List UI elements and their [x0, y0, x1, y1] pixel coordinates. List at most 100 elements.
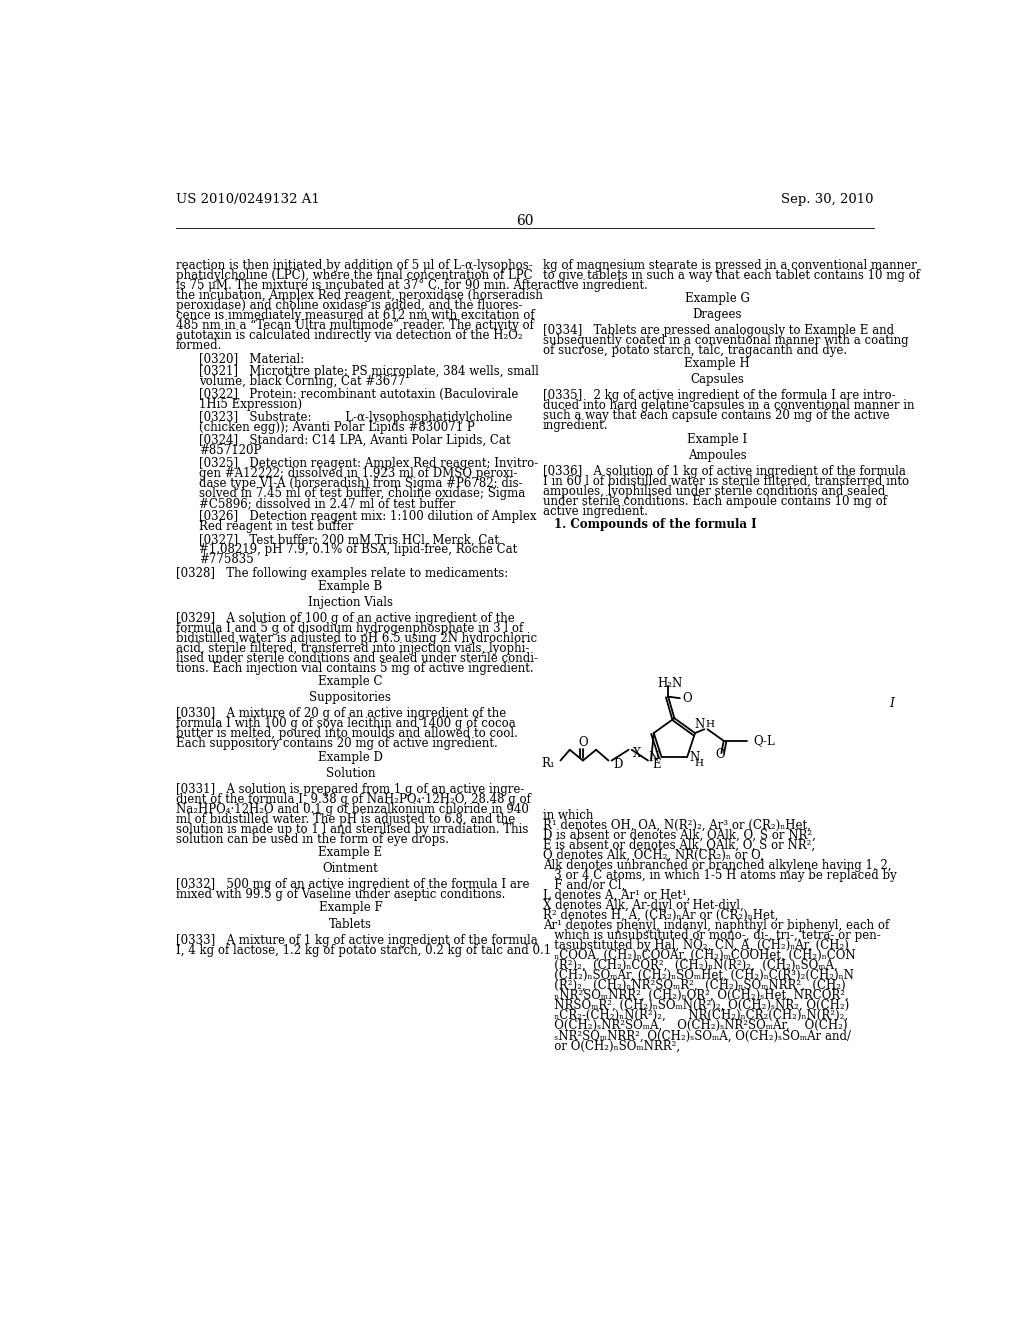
Text: gen #A12222; dissolved in 1.923 ml of DMSO peroxi-: gen #A12222; dissolved in 1.923 ml of DM… — [200, 467, 518, 480]
Text: Dragees: Dragees — [692, 308, 741, 321]
Text: [0329]   A solution of 100 g of an active ingredient of the: [0329] A solution of 100 g of an active … — [176, 612, 515, 624]
Text: [0327]   Test buffer: 200 mM Tris HCl, Merck, Cat: [0327] Test buffer: 200 mM Tris HCl, Mer… — [200, 533, 500, 546]
Text: ₙNR²SOₘNRR², (CH₂)ₙOR², O(CH₂)ₛHet, NRCOR²,: ₙNR²SOₘNRR², (CH₂)ₙOR², O(CH₂)ₛHet, NRCO… — [543, 989, 848, 1002]
Text: Capsules: Capsules — [690, 374, 744, 387]
Text: phatidylcholine (LPC), where the final concentration of LPC: phatidylcholine (LPC), where the final c… — [176, 268, 532, 281]
Text: I, 4 kg of lactose, 1.2 kg of potato starch, 0.2 kg of talc and 0.1: I, 4 kg of lactose, 1.2 kg of potato sta… — [176, 944, 551, 957]
Text: 1Hi5 Expression): 1Hi5 Expression) — [200, 397, 302, 411]
Text: tions. Each injection vial contains 5 mg of active ingredient.: tions. Each injection vial contains 5 mg… — [176, 663, 534, 675]
Text: N: N — [689, 751, 699, 764]
Text: formed.: formed. — [176, 339, 222, 351]
Text: Red reagent in test buffer: Red reagent in test buffer — [200, 520, 353, 533]
Text: I: I — [889, 697, 894, 710]
Text: F and/or Cl,: F and/or Cl, — [543, 879, 625, 892]
Text: the incubation, Amplex Red reagent, peroxidase (horseradish: the incubation, Amplex Red reagent, pero… — [176, 289, 543, 301]
Text: [0324]   Standard: C14 LPA, Avanti Polar Lipids, Cat: [0324] Standard: C14 LPA, Avanti Polar L… — [200, 434, 511, 447]
Text: US 2010/0249132 A1: US 2010/0249132 A1 — [176, 193, 319, 206]
Text: bidistilled water is adjusted to pH 6.5 using 2N hydrochloric: bidistilled water is adjusted to pH 6.5 … — [176, 632, 538, 645]
Text: [0326]   Detection reagent mix: 1:100 dilution of Amplex: [0326] Detection reagent mix: 1:100 dilu… — [200, 511, 537, 523]
Text: O(CH₂)ₛNR²SOₘA,    O(CH₂)ₛNR²SOₘAr,    O(CH₂): O(CH₂)ₛNR²SOₘA, O(CH₂)ₛNR²SOₘAr, O(CH₂) — [543, 1019, 847, 1032]
Text: [0332]   500 mg of an active ingredient of the formula I are: [0332] 500 mg of an active ingredient of… — [176, 878, 529, 891]
Text: autotaxin is calculated indirectly via detection of the H₂O₂: autotaxin is calculated indirectly via d… — [176, 329, 522, 342]
Text: H: H — [695, 759, 703, 768]
Text: to give tablets in such a way that each tablet contains 10 mg of: to give tablets in such a way that each … — [543, 268, 920, 281]
Text: X denotes Alk, Ar-diyl or Het-diyl,: X denotes Alk, Ar-diyl or Het-diyl, — [543, 899, 743, 912]
Text: in which: in which — [543, 809, 593, 822]
Text: [0323]   Substrate:         L-α-lysophosphatidylcholine: [0323] Substrate: L-α-lysophosphatidylch… — [200, 411, 513, 424]
Text: such a way that each capsule contains 20 mg of the active: such a way that each capsule contains 20… — [543, 409, 889, 422]
Text: solved in 7.45 ml of test buffer, choline oxidase; Sigma: solved in 7.45 ml of test buffer, cholin… — [200, 487, 525, 500]
Text: Example B: Example B — [318, 579, 383, 593]
Text: cence is immediately measured at 612 nm with excitation of: cence is immediately measured at 612 nm … — [176, 309, 535, 322]
Text: tasubstituted by Hal, NO₂, CN, A, (CH₂)ₙAr, (CH₂): tasubstituted by Hal, NO₂, CN, A, (CH₂)ₙ… — [543, 940, 849, 952]
Text: Alk denotes unbranched or branched alkylene having 1, 2,: Alk denotes unbranched or branched alkyl… — [543, 859, 891, 873]
Text: Each suppository contains 20 mg of active ingredient.: Each suppository contains 20 mg of activ… — [176, 738, 498, 751]
Text: lised under sterile conditions and sealed under sterile condi-: lised under sterile conditions and seale… — [176, 652, 538, 665]
Text: solution can be used in the form of eye drops.: solution can be used in the form of eye … — [176, 833, 450, 846]
Text: Example F: Example F — [318, 902, 382, 915]
Text: #857120P: #857120P — [200, 444, 262, 457]
Text: O: O — [579, 737, 588, 750]
Text: Solution: Solution — [326, 767, 375, 780]
Text: Example C: Example C — [318, 675, 383, 688]
Text: is 75 μM. The mixture is incubated at 37° C. for 90 min. After: is 75 μM. The mixture is incubated at 37… — [176, 279, 544, 292]
Text: formula I and 5 g of disodium hydrogenphosphate in 3 l of: formula I and 5 g of disodium hydrogenph… — [176, 622, 523, 635]
Text: D: D — [613, 758, 623, 771]
Text: ₛNR²SOₘNRR², O(CH₂)ₛSOₘA, O(CH₂)ₛSOₘAr and/: ₛNR²SOₘNRR², O(CH₂)ₛSOₘA, O(CH₂)ₛSOₘAr a… — [543, 1030, 851, 1043]
Text: E: E — [652, 758, 662, 771]
Text: R₁: R₁ — [542, 758, 555, 770]
Text: volume, black Corning, Cat #3677: volume, black Corning, Cat #3677 — [200, 375, 406, 388]
Text: [0330]   A mixture of 20 g of an active ingredient of the: [0330] A mixture of 20 g of an active in… — [176, 708, 506, 721]
Text: I in 60 l of bidistilled water is sterile filtered, transferred into: I in 60 l of bidistilled water is steril… — [543, 475, 908, 488]
Text: under sterile conditions. Each ampoule contains 10 mg of: under sterile conditions. Each ampoule c… — [543, 495, 887, 508]
Text: [0336]   A solution of 1 kg of active ingredient of the formula: [0336] A solution of 1 kg of active ingr… — [543, 465, 905, 478]
Text: which is unsubstituted or mono-, di-, tri-, tetra- or pen-: which is unsubstituted or mono-, di-, tr… — [543, 929, 881, 942]
Text: solution is made up to 1 l and sterilised by irradiation. This: solution is made up to 1 l and sterilise… — [176, 822, 528, 836]
Text: dient of the formula I, 9.38 g of NaH₂PO₄·12H₂O, 28.48 g of: dient of the formula I, 9.38 g of NaH₂PO… — [176, 793, 530, 807]
Text: Ointment: Ointment — [323, 862, 378, 875]
Text: H: H — [706, 721, 714, 729]
Text: (CH₂)ₙSOₘAr, (CH₂)ₙSOₘHet, (CH₂)ₙC(R³)₂(CH₂)ₙN: (CH₂)ₙSOₘAr, (CH₂)ₙSOₘHet, (CH₂)ₙC(R³)₂(… — [543, 969, 853, 982]
Text: [0325]   Detection reagent: Amplex Red reagent; Invitro-: [0325] Detection reagent: Amplex Red rea… — [200, 457, 539, 470]
Text: duced into hard gelatine capsules in a conventional manner in: duced into hard gelatine capsules in a c… — [543, 400, 914, 412]
Text: (R²)₂,  (CH₂)ₙCOR²,  (CH₂)ₙN(R²)₂,  (CH₂)ₙSOₘA,: (R²)₂, (CH₂)ₙCOR², (CH₂)ₙN(R²)₂, (CH₂)ₙS… — [543, 960, 838, 973]
Text: 60: 60 — [516, 214, 534, 228]
Text: R² denotes H, A, (CR₂)ₙAr or (CR₂)ₙHet,: R² denotes H, A, (CR₂)ₙAr or (CR₂)ₙHet, — [543, 909, 778, 923]
Text: Ampoules: Ampoules — [688, 449, 746, 462]
Text: ingredient.: ingredient. — [543, 420, 608, 433]
Text: mixed with 99.5 g of Vaseline under aseptic conditions.: mixed with 99.5 g of Vaseline under asep… — [176, 888, 506, 902]
Text: dase type VI-A (horseradish) from Sigma #P6782; dis-: dase type VI-A (horseradish) from Sigma … — [200, 478, 523, 490]
Text: 485 nm in a “Tecan Ultra multimode” reader. The activity of: 485 nm in a “Tecan Ultra multimode” read… — [176, 318, 534, 331]
Text: peroxidase) and choline oxidase is added, and the fluores-: peroxidase) and choline oxidase is added… — [176, 298, 522, 312]
Text: X: X — [633, 747, 642, 760]
Text: ampoules, lyophilised under sterile conditions and sealed: ampoules, lyophilised under sterile cond… — [543, 484, 885, 498]
Text: Q denotes Alk, OCH₂, NR(CR₂)ₙ or O,: Q denotes Alk, OCH₂, NR(CR₂)ₙ or O, — [543, 849, 763, 862]
Text: H₂N: H₂N — [657, 677, 683, 690]
Text: NRSOₘR², (CH₂)ₙSOₘN(R²)₂, O(CH₂)ₛNR₂, O(CH₂): NRSOₘR², (CH₂)ₙSOₘN(R²)₂, O(CH₂)ₛNR₂, O(… — [543, 999, 849, 1012]
Text: Example D: Example D — [318, 751, 383, 763]
Text: or O(CH₂)ₙSOₘNRR²,: or O(CH₂)ₙSOₘNRR², — [543, 1039, 680, 1052]
Text: of sucrose, potato starch, talc, tragacanth and dye.: of sucrose, potato starch, talc, tragaca… — [543, 345, 847, 356]
Text: [0334]   Tablets are pressed analogously to Example E and: [0334] Tablets are pressed analogously t… — [543, 323, 894, 337]
Text: (R²)₂,  (CH₂)ₙNR²SOₘR²,  (CH₂)ₙSOₘNRR²,  (CH₂): (R²)₂, (CH₂)ₙNR²SOₘR², (CH₂)ₙSOₘNRR², (C… — [543, 979, 845, 993]
Text: Sep. 30, 2010: Sep. 30, 2010 — [781, 193, 873, 206]
Text: Tablets: Tablets — [329, 917, 372, 931]
Text: Example E: Example E — [318, 846, 383, 859]
Text: Injection Vials: Injection Vials — [308, 595, 393, 609]
Text: [0321]   Microtitre plate: PS microplate, 384 wells, small: [0321] Microtitre plate: PS microplate, … — [200, 364, 540, 378]
Text: active ingredient.: active ingredient. — [543, 279, 647, 292]
Text: 3 or 4 C atoms, in which 1-5 H atoms may be replaced by: 3 or 4 C atoms, in which 1-5 H atoms may… — [543, 869, 896, 882]
Text: L denotes A, Ar¹ or Het¹,: L denotes A, Ar¹ or Het¹, — [543, 890, 690, 902]
Text: ml of bidistilled water. The pH is adjusted to 6.8, and the: ml of bidistilled water. The pH is adjus… — [176, 813, 515, 826]
Text: active ingredient.: active ingredient. — [543, 506, 647, 517]
Text: D is absent or denotes Alk, OAlk, O, S or NR²,: D is absent or denotes Alk, OAlk, O, S o… — [543, 829, 815, 842]
Text: #1.08219, pH 7.9, 0.1% of BSA, lipid-free, Roche Cat: #1.08219, pH 7.9, 0.1% of BSA, lipid-fre… — [200, 544, 517, 557]
Text: [0335]   2 kg of active ingredient of the formula I are intro-: [0335] 2 kg of active ingredient of the … — [543, 389, 895, 403]
Text: [0322]   Protein: recombinant autotaxin (Baculovirale: [0322] Protein: recombinant autotaxin (B… — [200, 388, 519, 401]
Text: E is absent or denotes Alk, OAlk, O, S or NR²,: E is absent or denotes Alk, OAlk, O, S o… — [543, 840, 815, 853]
Text: O: O — [682, 692, 692, 705]
Text: kg of magnesium stearate is pressed in a conventional manner: kg of magnesium stearate is pressed in a… — [543, 259, 916, 272]
Text: #C5896; dissolved in 2.47 ml of test buffer: #C5896; dissolved in 2.47 ml of test buf… — [200, 498, 456, 511]
Text: acid, sterile filtered, transferred into injection vials, lyophi-: acid, sterile filtered, transferred into… — [176, 642, 529, 655]
Text: Example H: Example H — [684, 358, 750, 370]
